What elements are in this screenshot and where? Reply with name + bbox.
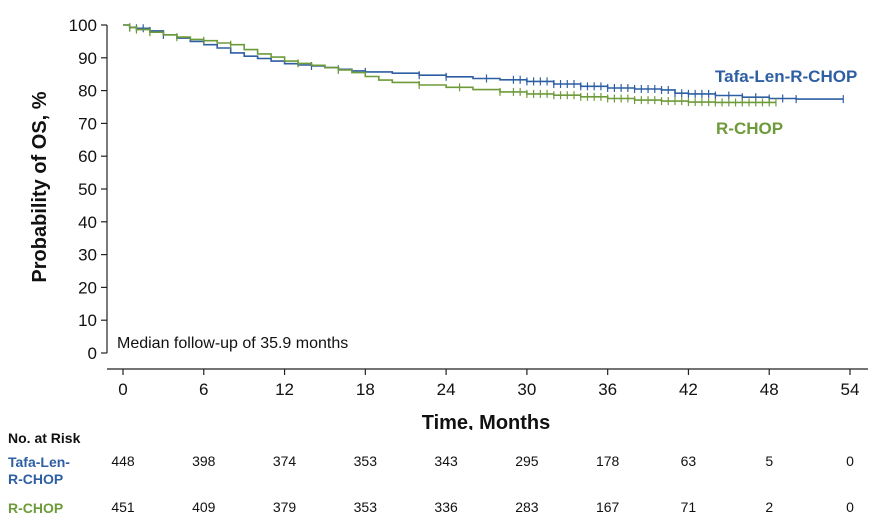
y-tick-label: 100	[69, 16, 97, 35]
axes: 0 10 20 30 40 50 60 70 80 90 100 0 6 12 18 24 30 36 42 48 54	[69, 16, 868, 399]
y-tick-label: 30	[78, 246, 97, 265]
risk-value: 63	[680, 453, 697, 469]
x-tick-label: 42	[679, 380, 698, 399]
x-tick-label: 36	[598, 380, 617, 399]
y-tick-label: 0	[88, 344, 97, 363]
risk-value: 374	[272, 453, 297, 469]
risk-value: 0	[846, 453, 854, 469]
risk-row-label-rchop: R-CHOP	[8, 500, 64, 516]
x-tick-label: 18	[356, 380, 375, 399]
series-label-tafa-len-r-chop: Tafa-Len-R-CHOP	[715, 67, 857, 86]
risk-value: 451	[111, 499, 135, 515]
risk-row-label-tafa: Tafa-Len- R-CHOP	[8, 454, 70, 488]
y-tick-label: 50	[78, 180, 97, 199]
risk-value: 379	[272, 499, 297, 515]
risk-value: 409	[192, 499, 216, 515]
risk-value: 2	[765, 499, 774, 515]
x-tick-label: 24	[437, 380, 456, 399]
risk-value: 336	[434, 499, 458, 515]
x-tick-label: 30	[517, 380, 536, 399]
y-tick-label: 70	[78, 114, 97, 133]
y-axis-title: Probability of OS, %	[29, 91, 51, 282]
y-tick-label: 60	[78, 147, 97, 166]
risk-value: 295	[515, 453, 539, 469]
x-tick-label: 54	[841, 380, 860, 399]
risk-value: 71	[680, 499, 697, 515]
x-tick-label: 0	[118, 380, 127, 399]
risk-value: 353	[353, 453, 377, 469]
risk-table-title: No. at Risk	[8, 430, 81, 446]
risk-value: 398	[192, 453, 216, 469]
y-tick-label: 10	[78, 311, 97, 330]
risk-value: 167	[595, 499, 620, 515]
risk-value: 178	[595, 453, 620, 469]
y-tick-label: 80	[78, 82, 97, 101]
median-followup-annotation: Median follow-up of 35.9 months	[117, 335, 348, 352]
x-tick-label: 6	[199, 380, 208, 399]
risk-value: 448	[111, 453, 135, 469]
risk-value: 283	[515, 499, 539, 515]
y-tick-label: 20	[78, 278, 97, 297]
km-curve-tafa-len-r-chop	[123, 24, 844, 100]
risk-value: 353	[353, 499, 377, 515]
risk-row-label-tafa-line2: R-CHOP	[8, 471, 64, 487]
y-tick-label: 40	[78, 213, 97, 232]
risk-value: 0	[846, 499, 854, 515]
series-label-r-chop: R-CHOP	[716, 119, 783, 138]
km-curve-r-chop	[123, 24, 776, 104]
risk-row-label-tafa-line1: Tafa-Len-	[8, 454, 70, 470]
y-tick-label: 90	[78, 49, 97, 68]
x-axis-title: Time, Months	[422, 412, 551, 430]
x-tick-label: 48	[760, 380, 779, 399]
km-plot: 0 10 20 30 40 50 60 70 80 90 100 0 6 12 18 24 30 36 42 48 54…	[29, 16, 868, 430]
risk-value: 5	[765, 453, 774, 469]
survival-curves	[123, 23, 844, 107]
risk-value: 343	[434, 453, 458, 469]
x-tick-label: 12	[275, 380, 294, 399]
